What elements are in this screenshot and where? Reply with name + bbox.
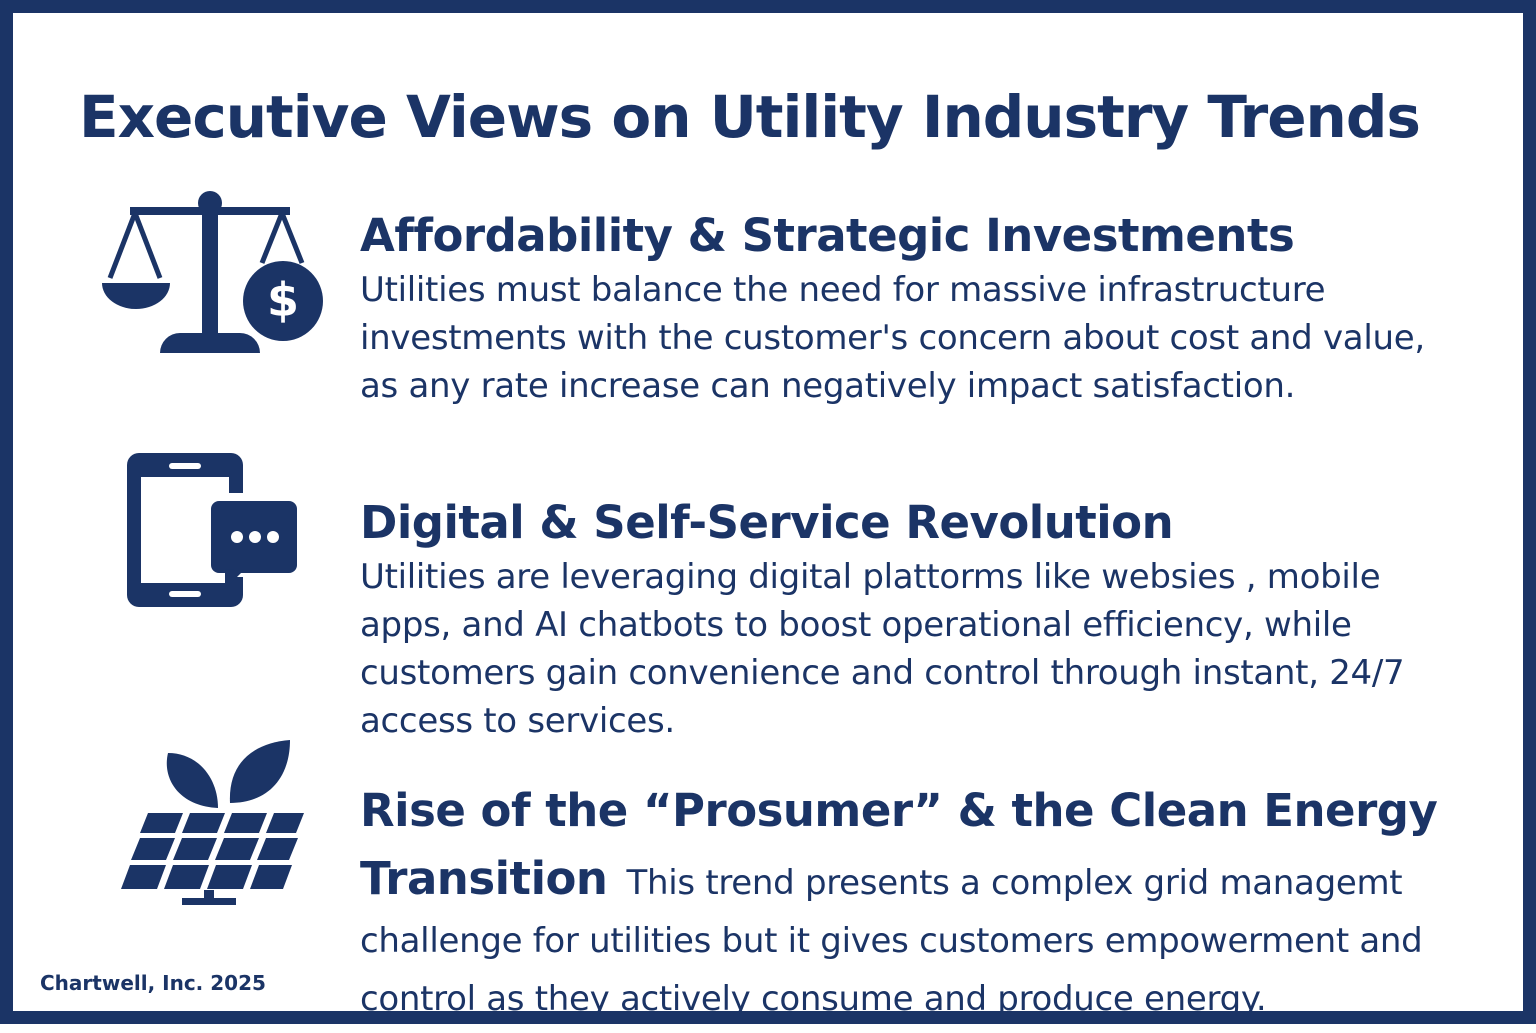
phone-chat-icon: [127, 453, 301, 607]
footer-credit: Chartwell, Inc. 2025: [40, 971, 266, 995]
svg-text:$: $: [267, 273, 299, 327]
trend-item: Affordability & Strategic Investments Ut…: [360, 206, 1460, 410]
trend-heading: Affordability & Strategic Investments: [360, 209, 1295, 262]
trend-body: This trend presents a complex grid manag…: [360, 863, 1423, 1019]
leaf-solar-icon: [121, 740, 304, 905]
trend-body: Utilities must balance the need for mass…: [360, 270, 1425, 406]
page-title: Executive Views on Utility Industry Tren…: [79, 83, 1421, 151]
trend-item: Rise of the “Prosumer” & the Clean Energ…: [360, 781, 1460, 1033]
trend-heading: Digital & Self-Service Revolution: [360, 496, 1174, 549]
trend-heading: Rise of the “Prosumer” & the Clean Energ…: [360, 784, 1438, 905]
trend-item: Digital & Self-Service Revolution Utilit…: [360, 493, 1460, 745]
trend-body: Utilities are leveraging digital plattor…: [360, 557, 1405, 741]
scale-icon: $: [102, 191, 323, 353]
